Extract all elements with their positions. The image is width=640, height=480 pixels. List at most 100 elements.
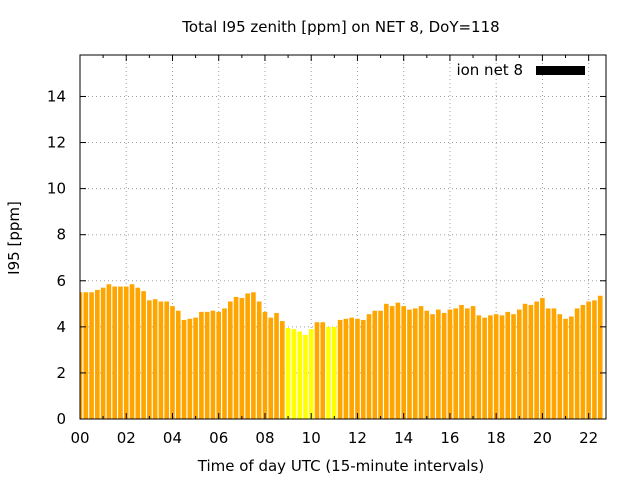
bar bbox=[401, 306, 407, 419]
bar bbox=[418, 306, 424, 419]
bar bbox=[95, 289, 100, 419]
bar bbox=[291, 329, 297, 419]
y-tick-label: 2 bbox=[56, 364, 66, 382]
bar bbox=[251, 292, 256, 419]
bar bbox=[239, 298, 245, 419]
bar bbox=[441, 313, 447, 419]
x-tick-label: 04 bbox=[163, 429, 182, 447]
x-tick-label: 14 bbox=[394, 429, 413, 447]
bar bbox=[245, 293, 250, 419]
bar bbox=[580, 304, 586, 419]
bar bbox=[314, 322, 320, 419]
bar bbox=[158, 301, 164, 419]
legend-swatch bbox=[536, 66, 585, 75]
bar bbox=[586, 301, 591, 419]
x-tick-label: 12 bbox=[348, 429, 367, 447]
bar bbox=[366, 314, 372, 419]
bar bbox=[285, 328, 291, 419]
bar bbox=[384, 303, 389, 419]
y-tick-label: 8 bbox=[56, 226, 66, 244]
bar bbox=[424, 310, 430, 419]
bar bbox=[412, 308, 418, 419]
bar bbox=[597, 295, 603, 419]
y-tick-label: 6 bbox=[56, 272, 66, 290]
x-tick-label: 10 bbox=[302, 429, 321, 447]
bar bbox=[320, 322, 326, 419]
bar bbox=[453, 308, 459, 419]
bar bbox=[141, 291, 146, 419]
grid bbox=[80, 55, 606, 419]
bar bbox=[355, 318, 360, 419]
bar bbox=[100, 287, 106, 419]
bar bbox=[592, 300, 597, 419]
bar bbox=[378, 310, 383, 419]
bar bbox=[569, 316, 574, 419]
bar bbox=[464, 308, 470, 419]
x-tick-label: 08 bbox=[255, 429, 274, 447]
bar bbox=[326, 326, 331, 419]
y-tick-label: 0 bbox=[56, 410, 66, 428]
bar bbox=[343, 318, 349, 419]
bar bbox=[279, 321, 285, 419]
y-tick-label: 14 bbox=[47, 87, 66, 105]
bar bbox=[297, 331, 302, 419]
bar bbox=[164, 301, 170, 419]
bar bbox=[337, 319, 343, 419]
bar bbox=[170, 306, 175, 419]
y-tick-label: 10 bbox=[47, 180, 66, 198]
y-tick-label: 4 bbox=[56, 318, 66, 336]
x-tick-label: 06 bbox=[209, 429, 228, 447]
bar bbox=[106, 284, 112, 419]
bar bbox=[522, 303, 528, 419]
bar bbox=[528, 304, 534, 419]
bar bbox=[459, 304, 464, 419]
bar bbox=[574, 308, 580, 419]
bar bbox=[129, 284, 135, 419]
bar bbox=[447, 309, 453, 419]
bar bbox=[233, 296, 239, 419]
bar bbox=[199, 311, 204, 419]
bar bbox=[557, 314, 563, 419]
bar bbox=[193, 317, 198, 419]
x-tick-label: 22 bbox=[579, 429, 598, 447]
bar bbox=[482, 317, 487, 419]
x-tick-label: 02 bbox=[117, 429, 136, 447]
bar bbox=[222, 308, 227, 419]
bar bbox=[470, 306, 476, 419]
bar bbox=[152, 299, 158, 419]
bar bbox=[112, 286, 117, 419]
bar bbox=[389, 306, 395, 419]
bar bbox=[256, 301, 262, 419]
legend: ion net 8 bbox=[456, 61, 585, 79]
bar bbox=[175, 310, 181, 419]
bar bbox=[534, 301, 539, 419]
bar bbox=[135, 287, 141, 419]
plot-frame bbox=[79, 54, 607, 420]
bar bbox=[262, 311, 268, 419]
bar bbox=[216, 311, 222, 419]
bar bbox=[332, 326, 337, 419]
bar bbox=[118, 286, 123, 419]
bar bbox=[563, 318, 568, 419]
bar bbox=[210, 310, 216, 419]
bar bbox=[227, 301, 233, 419]
bar bbox=[274, 313, 279, 419]
bar bbox=[476, 315, 482, 419]
bars bbox=[80, 284, 603, 419]
bar bbox=[147, 300, 152, 419]
bar bbox=[493, 314, 499, 419]
legend-label: ion net 8 bbox=[456, 61, 523, 79]
bar bbox=[308, 329, 314, 419]
bar bbox=[303, 334, 308, 419]
bar bbox=[123, 286, 129, 419]
bar bbox=[551, 308, 557, 419]
x-tick-label: 20 bbox=[533, 429, 552, 447]
x-tick-label: 18 bbox=[487, 429, 506, 447]
y-tick-label: 12 bbox=[47, 134, 66, 152]
bar bbox=[407, 309, 412, 419]
x-axis-label: Time of day UTC (15-minute intervals) bbox=[197, 457, 484, 475]
bar bbox=[360, 319, 366, 419]
bar bbox=[80, 292, 83, 419]
bar bbox=[181, 319, 187, 419]
